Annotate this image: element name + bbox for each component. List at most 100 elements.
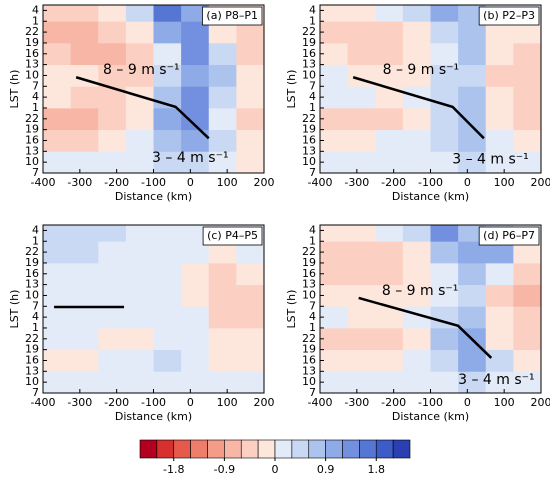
y-axis-label: LST (h) — [8, 70, 21, 109]
heat-cell — [181, 262, 210, 286]
y-tick-label: 10 — [302, 68, 316, 81]
heat-cell — [485, 371, 514, 394]
x-tick-label: 100 — [217, 176, 238, 189]
heat-cell — [402, 21, 431, 44]
heat-cell — [375, 5, 404, 22]
heat-cell — [320, 284, 349, 307]
panel-label-box — [478, 226, 540, 246]
colorbar-box — [257, 439, 276, 459]
heat-cell — [485, 21, 514, 44]
heat-cell — [347, 306, 376, 329]
heat-cell — [458, 284, 487, 307]
heat-cell — [347, 5, 376, 22]
heat-cell — [125, 327, 154, 351]
heat-cell — [208, 327, 237, 351]
heat-cell — [347, 151, 376, 174]
heat-cell — [236, 284, 265, 307]
heat-cell — [181, 64, 210, 87]
colorbar-box — [325, 439, 343, 459]
y-tick-label: 7 — [309, 79, 316, 92]
x-tick-label: 200 — [254, 176, 275, 189]
colorbar-box — [291, 439, 310, 459]
heat-cell — [43, 42, 72, 66]
heat-cell — [43, 107, 72, 131]
y-tick-label: 22 — [302, 245, 316, 258]
heat-cell — [125, 284, 154, 307]
heat-cell — [98, 107, 127, 131]
heat-cell — [347, 86, 376, 109]
heat-cell — [513, 306, 542, 329]
heat-cell — [43, 349, 72, 372]
y-tick-label: 4 — [32, 310, 39, 323]
heat-cell — [43, 5, 72, 22]
heat-cell — [98, 306, 127, 329]
heat-cell — [125, 151, 154, 174]
y-tick-label: 4 — [32, 223, 39, 236]
heat-cell — [70, 371, 99, 394]
annotation: 8 – 9 m s⁻¹ — [103, 62, 180, 78]
panel-label-box — [202, 6, 263, 26]
heat-cell — [347, 284, 376, 307]
heat-cell — [402, 262, 431, 286]
heat-cell — [43, 284, 72, 307]
heat-cell — [208, 64, 237, 87]
y-tick-label: 22 — [25, 25, 39, 38]
heat-cell — [181, 86, 210, 109]
heat-cell — [70, 225, 99, 242]
heat-cell — [153, 129, 182, 152]
heat-cell — [98, 64, 127, 87]
heat-cell — [430, 129, 459, 152]
y-tick-label: 10 — [25, 68, 39, 81]
x-tick-label: -100 — [141, 396, 166, 409]
heat-cell — [208, 21, 237, 44]
y-tick-label: 4 — [32, 3, 39, 16]
x-tick-label: -400 — [31, 176, 56, 189]
heat-cell — [458, 371, 487, 394]
heat-cell — [181, 42, 210, 66]
heat-cell — [430, 327, 459, 351]
heat-cell — [402, 349, 431, 372]
heat-cell — [402, 42, 431, 66]
heat-cell — [375, 42, 404, 66]
colorbar-box — [156, 439, 175, 459]
heat-cell — [320, 349, 349, 372]
heat-cell — [70, 306, 99, 329]
heat-cell — [236, 86, 265, 109]
heat-cell — [208, 151, 237, 174]
x-tick-label: 0 — [187, 396, 194, 409]
y-axis-label: LST (h) — [285, 290, 298, 329]
panel-label-box — [202, 226, 263, 246]
y-axis-label: LST (h) — [285, 70, 298, 109]
y-tick-label: 16 — [25, 353, 39, 366]
heat-cell — [70, 151, 99, 174]
heat-cell — [458, 349, 487, 372]
heat-cell — [181, 107, 210, 131]
y-tick-label: 19 — [302, 343, 316, 356]
y-tick-label: 22 — [25, 112, 39, 125]
heat-cell — [430, 284, 459, 307]
heat-cell — [430, 371, 459, 394]
heat-cell — [236, 107, 265, 131]
heat-cell — [347, 349, 376, 372]
heat-cell — [513, 64, 542, 87]
speed-line — [358, 296, 493, 359]
heat-cell — [153, 306, 182, 329]
x-tick-label: -400 — [308, 396, 333, 409]
heat-cell — [153, 21, 182, 44]
heat-cell — [236, 129, 265, 152]
heat-cell — [153, 349, 182, 372]
heat-cell — [513, 349, 542, 372]
heat-cell — [181, 349, 210, 372]
y-tick-label: 7 — [32, 386, 39, 399]
heat-cell — [70, 107, 99, 131]
heat-cell — [181, 284, 210, 307]
heat-cell — [70, 5, 99, 22]
colorbar-box — [190, 439, 208, 459]
heat-cell — [458, 262, 487, 286]
heat-cell — [236, 327, 265, 351]
annotation: 3 – 4 m s⁻¹ — [152, 150, 229, 166]
heat-cell — [208, 107, 237, 131]
y-tick-label: 13 — [25, 364, 39, 377]
heat-cell — [402, 225, 431, 242]
heat-cell — [485, 42, 514, 66]
